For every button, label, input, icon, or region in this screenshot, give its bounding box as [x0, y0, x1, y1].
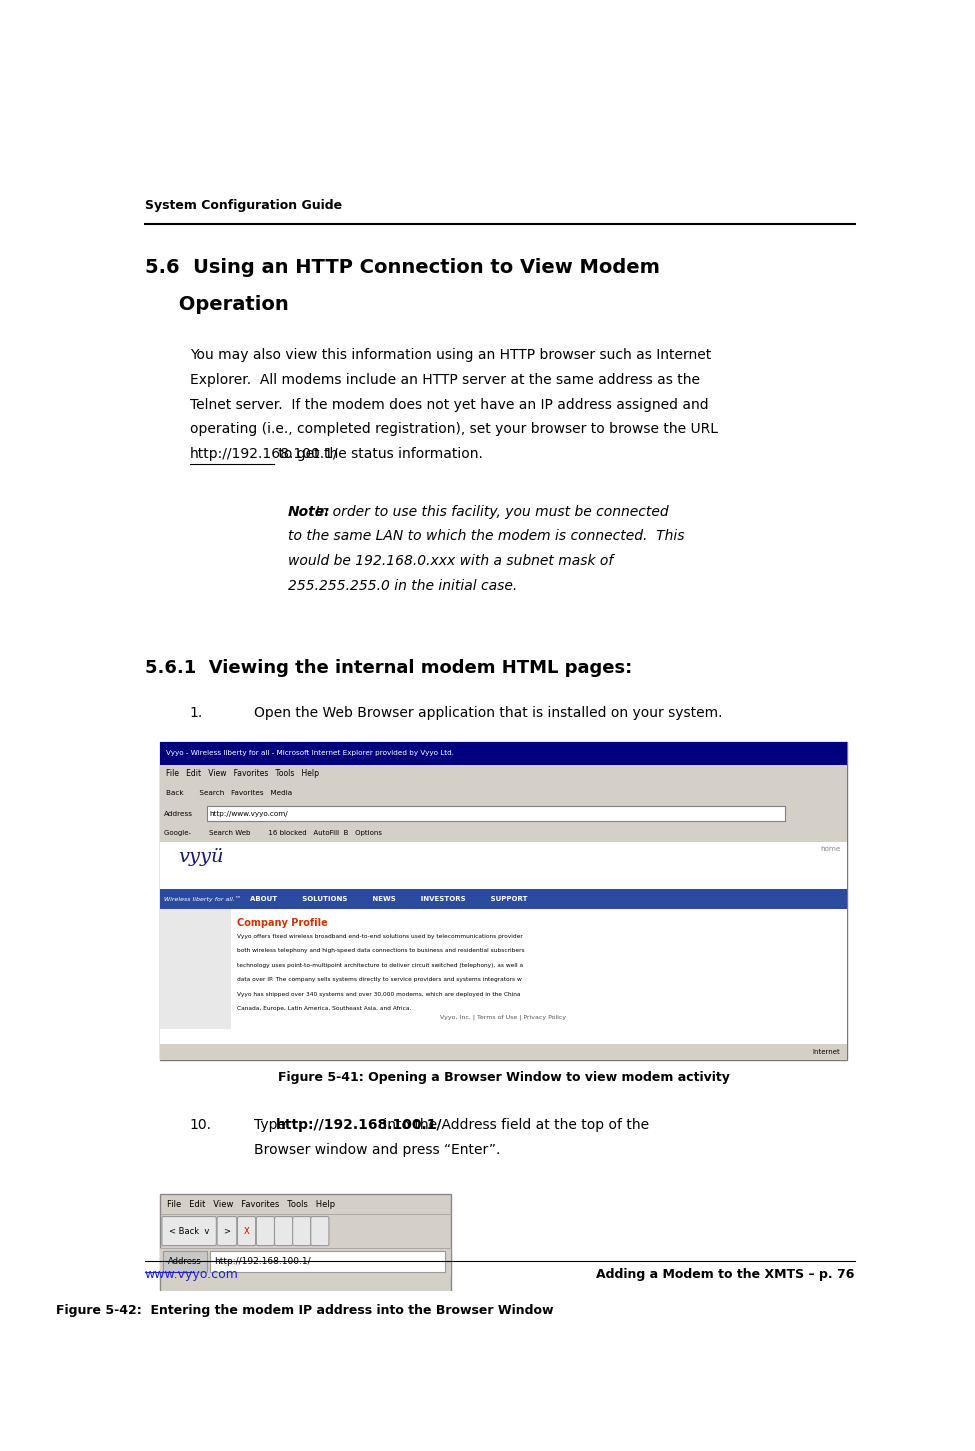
FancyBboxPatch shape — [160, 804, 847, 823]
Text: into the Address field at the top of the: into the Address field at the top of the — [379, 1119, 649, 1132]
Text: operating (i.e., completed registration), set your browser to browse the URL: operating (i.e., completed registration)… — [190, 422, 718, 437]
FancyBboxPatch shape — [160, 1045, 847, 1061]
Text: http://192.168.100.1/: http://192.168.100.1/ — [276, 1119, 443, 1132]
Text: data over IP. The company sells systems directly to service providers and system: data over IP. The company sells systems … — [238, 978, 523, 982]
Text: System Configuration Guide: System Configuration Guide — [144, 199, 341, 212]
FancyBboxPatch shape — [275, 1216, 292, 1245]
FancyBboxPatch shape — [160, 889, 847, 910]
FancyBboxPatch shape — [160, 842, 847, 1045]
Text: Vyyo - Wireless liberty for all - Microsoft Internet Explorer provided by Vyyo L: Vyyo - Wireless liberty for all - Micros… — [166, 750, 453, 756]
FancyBboxPatch shape — [163, 1251, 207, 1273]
FancyBboxPatch shape — [311, 1216, 329, 1245]
FancyBboxPatch shape — [160, 741, 847, 1061]
Text: < Back  v: < Back v — [169, 1226, 210, 1236]
Text: Vyyo offers fixed wireless broadband end-to-end solutions used by telecommunicat: Vyyo offers fixed wireless broadband end… — [238, 934, 524, 939]
Text: 5.6  Using an HTTP Connection to View Modem: 5.6 Using an HTTP Connection to View Mod… — [144, 258, 659, 277]
Text: www.vyyo.com: www.vyyo.com — [144, 1268, 239, 1281]
FancyBboxPatch shape — [160, 910, 231, 1029]
Text: http://192.168.100.1/: http://192.168.100.1/ — [214, 1257, 311, 1267]
Text: both wireless telephony and high-speed data connections to business and resident: both wireless telephony and high-speed d… — [238, 949, 526, 953]
Text: Address: Address — [168, 1257, 202, 1267]
Text: Note:: Note: — [289, 505, 331, 519]
Text: Vyyo, Inc. | Terms of Use | Privacy Policy: Vyyo, Inc. | Terms of Use | Privacy Poli… — [441, 1014, 566, 1020]
FancyBboxPatch shape — [160, 1194, 450, 1293]
Text: >: > — [223, 1226, 230, 1236]
FancyBboxPatch shape — [160, 1248, 450, 1275]
Text: 255.255.255.0 in the initial case.: 255.255.255.0 in the initial case. — [289, 579, 518, 592]
Text: Company Profile: Company Profile — [238, 918, 329, 929]
Text: Internet: Internet — [812, 1049, 839, 1055]
FancyBboxPatch shape — [217, 1216, 237, 1245]
FancyBboxPatch shape — [160, 782, 847, 804]
Text: Telnet server.  If the modem does not yet have an IP address assigned and: Telnet server. If the modem does not yet… — [190, 398, 709, 412]
FancyBboxPatch shape — [160, 765, 847, 782]
Text: would be 192.168.0.xxx with a subnet mask of: would be 192.168.0.xxx with a subnet mas… — [289, 554, 613, 567]
Text: 1.: 1. — [190, 707, 203, 720]
Text: 10.: 10. — [190, 1119, 212, 1132]
FancyBboxPatch shape — [207, 807, 785, 821]
Text: vyyü: vyyü — [178, 847, 224, 866]
Text: Figure 5-41: Opening a Browser Window to view modem activity: Figure 5-41: Opening a Browser Window to… — [278, 1071, 729, 1084]
Text: Explorer.  All modems include an HTTP server at the same address as the: Explorer. All modems include an HTTP ser… — [190, 373, 700, 387]
Text: technology uses point-to-multipoint architecture to deliver circuit switched (te: technology uses point-to-multipoint arch… — [238, 963, 524, 968]
Text: home: home — [821, 846, 841, 852]
Text: ABOUT          SOLUTIONS          NEWS          INVESTORS          SUPPORT: ABOUT SOLUTIONS NEWS INVESTORS SUPPORT — [251, 897, 527, 903]
Text: http://192.168.100.1/: http://192.168.100.1/ — [190, 447, 338, 461]
Text: 5.6.1  Viewing the internal modem HTML pages:: 5.6.1 Viewing the internal modem HTML pa… — [144, 659, 632, 678]
Text: Browser window and press “Enter”.: Browser window and press “Enter”. — [254, 1143, 500, 1156]
FancyBboxPatch shape — [256, 1216, 275, 1245]
Text: Open the Web Browser application that is installed on your system.: Open the Web Browser application that is… — [254, 707, 722, 720]
Text: Google-        Search Web        16 blocked   AutoFill  B   Options: Google- Search Web 16 blocked AutoFill B… — [164, 830, 382, 836]
Text: You may also view this information using an HTTP browser such as Internet: You may also view this information using… — [190, 348, 711, 363]
Text: Back       Search   Favorites   Media: Back Search Favorites Media — [166, 791, 292, 797]
FancyBboxPatch shape — [160, 741, 847, 765]
FancyBboxPatch shape — [238, 1216, 255, 1245]
Text: Address: Address — [164, 811, 193, 817]
Text: File   Edit   View   Favorites   Tools   Help: File Edit View Favorites Tools Help — [166, 769, 319, 778]
Text: Operation: Operation — [144, 295, 289, 313]
FancyBboxPatch shape — [292, 1216, 311, 1245]
Text: Type: Type — [254, 1119, 291, 1132]
FancyBboxPatch shape — [162, 1216, 216, 1245]
Text: Wireless liberty for all.™: Wireless liberty for all.™ — [164, 897, 242, 903]
Text: In order to use this facility, you must be connected: In order to use this facility, you must … — [311, 505, 669, 519]
Text: Vyyo has shipped over 340 systems and over 30,000 modems, which are deployed in : Vyyo has shipped over 340 systems and ov… — [238, 992, 521, 997]
FancyBboxPatch shape — [160, 823, 847, 842]
Text: Adding a Modem to the XMTS – p. 76: Adding a Modem to the XMTS – p. 76 — [597, 1268, 855, 1281]
Text: X: X — [244, 1226, 250, 1236]
Text: Canada, Europe, Latin America, Southeast Asia, and Africa.: Canada, Europe, Latin America, Southeast… — [238, 1007, 411, 1011]
Text: Figure 5-42:  Entering the modem IP address into the Browser Window: Figure 5-42: Entering the modem IP addre… — [57, 1303, 554, 1316]
Text: http://www.vyyo.com/: http://www.vyyo.com/ — [210, 811, 289, 817]
Text: File   Edit   View   Favorites   Tools   Help: File Edit View Favorites Tools Help — [168, 1200, 335, 1209]
Text: to get the status information.: to get the status information. — [274, 447, 483, 461]
FancyBboxPatch shape — [211, 1251, 446, 1273]
Text: to the same LAN to which the modem is connected.  This: to the same LAN to which the modem is co… — [289, 530, 684, 544]
